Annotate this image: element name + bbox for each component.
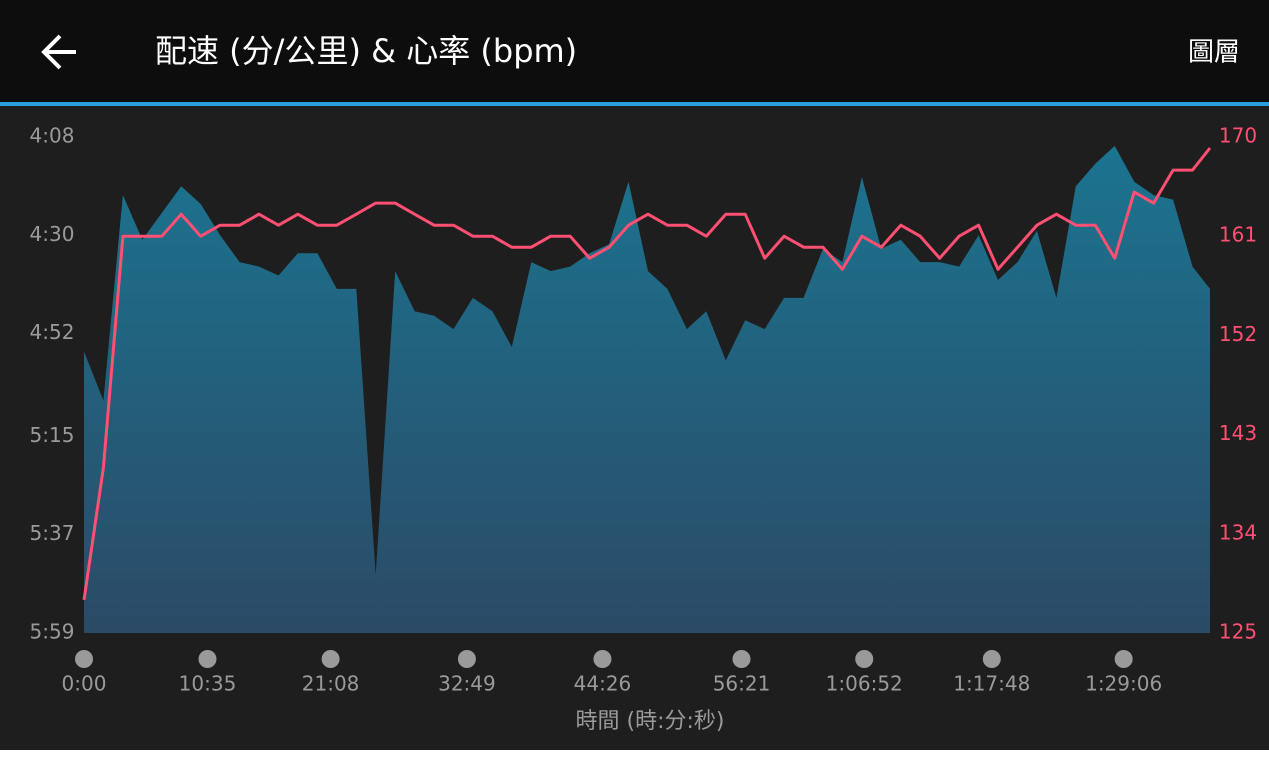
y-tick-label: 5:59 xyxy=(30,620,75,644)
x-tick-label: 32:49 xyxy=(438,672,496,696)
x-axis-label: 時間 (時:分:秒) xyxy=(576,709,725,734)
header-divider xyxy=(0,102,1269,106)
x-tick-dot xyxy=(198,650,217,668)
x-tick-dot xyxy=(855,650,874,668)
y-tick-label: 5:37 xyxy=(30,521,75,545)
y-tick-label: 4:52 xyxy=(30,320,75,344)
y2-tick-label: 152 xyxy=(1219,322,1257,346)
y-tick-label: 4:30 xyxy=(30,222,75,246)
pace-area xyxy=(84,145,1210,633)
x-tick-label: 1:06:52 xyxy=(826,672,903,696)
x-tick-dot xyxy=(732,650,751,668)
heart-rate-line xyxy=(82,147,1212,601)
x-tick-dot xyxy=(593,650,612,668)
y-tick-label: 4:08 xyxy=(30,124,75,148)
y2-tick-label: 161 xyxy=(1219,223,1257,247)
x-tick-dot xyxy=(1114,650,1133,668)
y2-tick-label: 143 xyxy=(1219,421,1257,445)
back-button[interactable] xyxy=(41,34,76,70)
y2-tick-label: 134 xyxy=(1219,520,1257,544)
x-tick-label: 1:29:06 xyxy=(1085,672,1162,696)
x-tick-label: 21:08 xyxy=(302,672,360,696)
x-tick-dot xyxy=(457,650,476,668)
y2-tick-label: 170 xyxy=(1219,124,1257,148)
x-tick-label: 44:26 xyxy=(574,672,632,696)
x-tick-label: 56:21 xyxy=(713,672,771,696)
x-tick-label: 10:35 xyxy=(179,672,237,696)
y2-tick-label: 125 xyxy=(1219,620,1257,644)
x-tick-label: 0:00 xyxy=(62,672,107,696)
y-tick-label: 5:15 xyxy=(30,423,75,447)
x-tick-dot xyxy=(321,650,340,668)
header-bar xyxy=(0,0,1269,102)
title: 配速 (分/公里) & 心率 (bpm) xyxy=(155,32,577,70)
layers-button[interactable]: 圖層 xyxy=(1188,38,1240,68)
x-tick-label: 1:17:48 xyxy=(953,672,1030,696)
x-tick-dot xyxy=(75,650,93,668)
x-tick-dot xyxy=(982,650,1001,668)
